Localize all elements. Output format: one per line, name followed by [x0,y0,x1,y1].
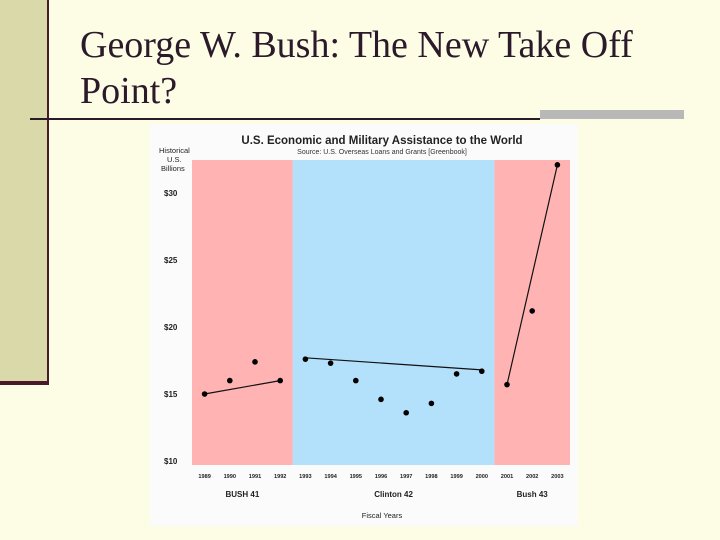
x-axis-label: Fiscal Years [362,511,403,520]
data-point-1991 [252,359,258,365]
x-tick-label: 1997 [400,474,412,480]
y-tick-label: $10 [164,457,178,466]
data-point-1990 [227,377,233,384]
data-point-1999 [453,371,460,377]
left-accent-bar [0,0,49,383]
era-bands [192,160,570,465]
y-tick-labels: $10 $15 $20 $25 $30 [164,189,178,466]
era-label-1: BUSH 41 [226,490,260,499]
y-tick-label: $15 [164,390,178,399]
data-point-1992 [277,377,283,384]
trend-line-2 [305,357,482,371]
chart-title: U.S. Economic and Military Assistance to… [241,135,522,147]
data-point-2002 [529,308,535,314]
era-band-2 [292,160,495,465]
trend-lines [204,164,558,395]
x-tick-label: 2003 [551,474,563,480]
data-point-2001 [504,381,510,388]
x-tick-label: 1991 [249,474,261,480]
assistance-chart: U.S. Economic and Military Assistance to… [159,135,570,520]
x-tick-label: 1992 [274,474,286,480]
y-axis-label-line-2: U.S. [167,155,182,164]
left-accent-bar-bottom [0,381,49,385]
chart-image: U.S. Economic and Military Assistance to… [150,124,578,526]
y-tick-label: $30 [164,189,178,198]
data-points [201,162,561,416]
data-point-2003 [554,162,561,168]
data-point-1997 [403,409,409,416]
data-point-1996 [378,396,384,403]
data-point-2000 [479,368,485,375]
trend-line-3 [506,164,558,385]
x-tick-label: 2000 [476,474,488,480]
x-tick-label: 1989 [198,474,210,480]
title-divider [30,118,540,120]
data-point-1995 [353,377,359,384]
x-tick-label: 1995 [350,474,362,480]
era-band-1 [192,160,293,465]
x-tick-label: 1998 [425,474,437,480]
x-tick-labels: 1989 1990 1991 1992 1993 1994 1995 1996 1997 1998… [198,474,563,480]
y-axis-label-line-3: Billions [161,164,185,173]
x-tick-label: 2002 [526,474,538,480]
era-label-3: Bush 43 [517,490,549,499]
data-point-1998 [428,400,435,407]
data-point-1994 [327,360,334,366]
slide-title: George W. Bush: The New Take Off Point? [80,24,633,112]
era-label-2: Clinton 42 [374,490,413,499]
x-tick-label: 2001 [501,474,513,480]
x-tick-label: 1999 [450,474,462,480]
x-tick-label: 1994 [324,474,337,480]
y-tick-label: $25 [164,256,178,265]
x-tick-label: 1993 [299,474,311,480]
y-axis-label: Historical U.S. Billions [159,146,192,173]
x-tick-label: 1996 [375,474,387,480]
y-axis-label-line-1: Historical [159,146,190,155]
data-point-1993 [302,356,309,362]
title-divider-accent [540,110,684,119]
data-point-1989 [201,391,208,397]
chart-subtitle: Source: U.S. Overseas Loans and Grants [… [297,149,467,156]
x-tick-label: 1990 [224,474,236,480]
y-tick-label: $20 [164,323,178,332]
trend-line-1 [204,380,281,395]
era-labels: BUSH 41 Clinton 42 Bush 43 [226,490,549,499]
